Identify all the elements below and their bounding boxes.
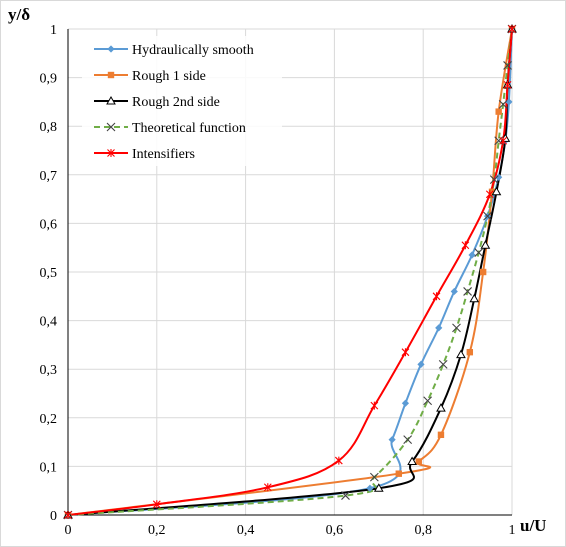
- axes: [67, 29, 512, 516]
- data-point-intensifiers: [334, 456, 343, 465]
- x-tick-label: 1: [509, 523, 516, 538]
- series-line-rough-1-side: [67, 28, 513, 516]
- data-point-rough-2nd-side: [469, 293, 480, 303]
- y-tick-label: 0,4: [40, 315, 58, 330]
- series-line-theoretical-function: [67, 28, 513, 516]
- y-tick-label: 0: [50, 509, 57, 524]
- data-point-theoretical-function: [498, 99, 508, 109]
- data-point-rough-1-side: [415, 458, 422, 465]
- legend-label-intensifiers: Intensifiers: [132, 147, 195, 162]
- legend-label-hydraulically-smooth: Hydraulically smooth: [132, 43, 254, 58]
- data-point-hydraulically-smooth: [505, 98, 513, 106]
- x-tick-label: 0,4: [237, 523, 255, 538]
- data-point-theoretical-function: [438, 359, 448, 369]
- data-point-rough-2nd-side: [456, 349, 466, 359]
- data-point-theoretical-function: [452, 323, 461, 333]
- y-tick-label: 0,6: [40, 217, 58, 232]
- data-point-intensifiers: [370, 401, 379, 410]
- data-point-rough-2nd-side: [373, 483, 384, 492]
- data-point-rough-1-side: [395, 470, 402, 477]
- data-point-hydraulically-smooth: [495, 173, 503, 181]
- data-point-rough-1-side: [437, 431, 445, 439]
- y-tick-label: 0,9: [40, 72, 58, 87]
- legend-marker-hydraulically-smooth: [107, 45, 115, 53]
- data-point-rough-2nd-side: [480, 240, 491, 249]
- x-tick-labels: 0 0,2 0,4 0,6 0,8 1: [65, 523, 516, 538]
- x-tick-label: 0: [65, 523, 72, 538]
- data-point-hydraulically-smooth: [468, 251, 476, 259]
- y-tick-label: 0,5: [40, 266, 58, 281]
- data-point-rough-2nd-side: [407, 456, 417, 466]
- x-tick-label: 0,8: [414, 523, 432, 538]
- data-point-theoretical-function: [489, 175, 499, 185]
- legend-marker-rough-1-side: [107, 71, 115, 79]
- data-point-intensifiers: [263, 483, 272, 492]
- y-tick-label: 0,1: [40, 460, 58, 475]
- data-point-intensifiers: [499, 136, 508, 145]
- legend-marker-intensifiers: [107, 149, 115, 157]
- legend-label-theoretical-function: Theoretical function: [132, 121, 246, 136]
- data-point-theoretical-function: [474, 248, 484, 257]
- legend-label-rough-1-side: Rough 1 side: [132, 69, 206, 84]
- data-point-hydraulically-smooth: [388, 436, 396, 444]
- data-point-hydraulically-smooth: [435, 324, 443, 332]
- data-point-hydraulically-smooth: [450, 287, 458, 296]
- data-point-theoretical-function: [369, 472, 379, 482]
- x-tick-label: 0,2: [148, 523, 166, 538]
- data-point-intensifiers: [64, 511, 72, 519]
- data-point-theoretical-function: [423, 396, 433, 406]
- data-point-hydraulically-smooth: [401, 399, 410, 407]
- data-point-theoretical-function: [494, 136, 504, 146]
- data-point-rough-2nd-side: [491, 186, 502, 196]
- legend: Hydraulically smooth Rough 1 side Rough 2n…: [94, 43, 254, 162]
- data-point-hydraulically-smooth: [366, 484, 374, 492]
- legend-marker-rough-2nd-side: [106, 95, 116, 105]
- y-tick-label: 0,8: [40, 120, 58, 135]
- data-point-hydraulically-smooth: [417, 360, 425, 368]
- data-point-intensifiers: [401, 348, 410, 357]
- data-point-rough-1-side: [479, 268, 487, 276]
- data-point-theoretical-function: [503, 61, 512, 70]
- y-axis-label: y/δ: [8, 5, 30, 24]
- data-point-intensifiers: [461, 241, 470, 250]
- data-point-intensifiers: [152, 500, 161, 509]
- x-axis-label: u/U: [520, 516, 546, 535]
- series-markers: [63, 23, 517, 520]
- data-point-intensifiers: [432, 292, 441, 301]
- data-point-intensifiers: [503, 80, 512, 89]
- data-point-intensifiers: [508, 25, 516, 33]
- y-tick-label: 0,7: [40, 169, 58, 184]
- legend-label-rough-2nd-side: Rough 2nd side: [132, 95, 220, 110]
- x-tick-label: 0,6: [326, 523, 344, 538]
- data-point-rough-1-side: [466, 348, 474, 356]
- y-tick-label: 0,2: [40, 412, 58, 427]
- y-tick-label: 0,3: [40, 363, 58, 378]
- y-tick-labels: 0 0,1 0,2 0,3 0,4 0,5 0,6 0,7 0,8 0,9 1: [40, 23, 58, 524]
- data-point-theoretical-function: [403, 435, 413, 445]
- y-tick-label: 1: [50, 23, 57, 38]
- data-point-theoretical-function: [341, 491, 350, 500]
- data-point-rough-2nd-side: [436, 403, 446, 412]
- data-point-intensifiers: [485, 190, 494, 199]
- data-point-rough-1-side: [495, 108, 502, 115]
- legend-marker-theoretical-function: [106, 122, 116, 132]
- data-point-theoretical-function: [463, 287, 472, 296]
- data-point-theoretical-function: [483, 211, 492, 221]
